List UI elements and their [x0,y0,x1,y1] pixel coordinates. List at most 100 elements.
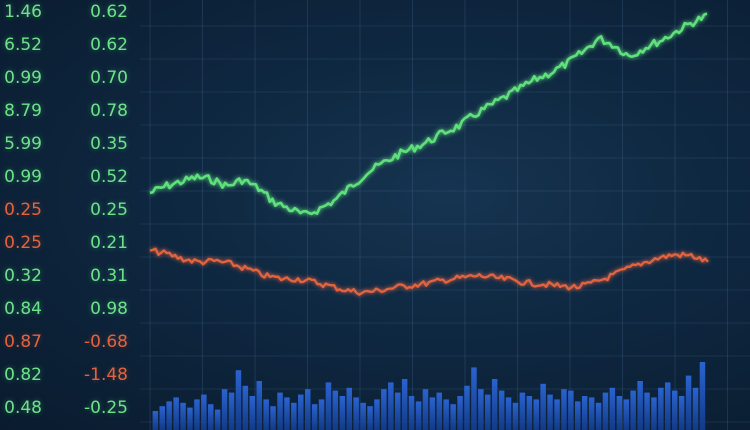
tick-label: 1.46 [4,2,42,22]
tick-label: 0.52 [90,167,128,187]
tick-label: 0.25 [4,200,42,220]
volume-bar [221,389,228,430]
volume-bar [395,392,401,430]
volume-bar [249,396,255,430]
volume-bar [692,387,699,430]
volume-bar [491,379,498,430]
volume-bar [498,390,505,430]
volume-bar [263,399,269,430]
volume-bar [505,397,512,430]
volume-bar [485,394,491,430]
volume-bar [471,367,477,430]
volume-bar [616,396,623,430]
volume-bar [554,399,560,430]
tick-label: 5.99 [4,134,42,154]
volume-bar [678,396,685,430]
tick-label: 8.79 [4,101,42,121]
volume-bar [436,392,442,430]
volume-bar [457,396,463,430]
volume-bar [180,402,186,430]
volume-bar [595,402,602,430]
tick-label: 0.84 [4,299,42,319]
tick-label: -1.48 [84,365,128,385]
volume-bar [623,399,629,430]
volume-bar [533,399,539,430]
volume-bar [152,411,159,430]
tick-label: 0.82 [4,365,42,385]
volume-bar [367,406,373,430]
volume-bar [609,387,616,430]
tick-label: 0.99 [4,167,42,187]
tick-label: 0.70 [90,68,128,88]
volume-bar [256,381,262,430]
volume-bar [540,383,546,430]
tick-column-outer: 1.46 6.52 0.99 8.79 5.99 0.99 0.25 0.25 0.32 0.84… [0,0,60,430]
volume-bar [630,390,636,430]
volume-bar [568,390,574,430]
volume-bar [547,394,553,430]
volume-bar [291,402,297,430]
series-lines [149,12,709,296]
volume-bar [422,389,429,430]
tick-label: 6.52 [4,35,42,55]
volume-bar [637,381,643,430]
volume-bar [194,399,200,430]
volume-bar [277,392,283,430]
volume-bar [173,397,179,430]
volume-bar [478,389,484,430]
volume-bar [651,397,657,430]
volume-bar [415,401,422,430]
volume-bar [519,392,526,430]
tick-label: -0.25 [84,398,128,418]
volume-bar [228,392,235,430]
volume-bar [339,396,346,430]
volume-bar [644,392,650,430]
volume-bar [187,407,193,430]
tick-label: 0.48 [4,398,42,418]
volume-bar [166,401,172,430]
volume-bar [672,390,678,430]
volume-bar [284,397,290,430]
tick-label: 0.25 [90,200,128,220]
volume-bar [242,385,249,430]
tick-label: 0.35 [90,134,128,154]
volume-bar [588,397,595,430]
volume-bar [353,397,359,430]
volume-bar [450,404,456,430]
volume-bar [159,406,165,430]
volume-bar [526,396,533,430]
tick-label: -0.68 [84,332,128,352]
volume-bar [665,382,671,430]
volume-bar [305,389,311,430]
tick-label: 0.78 [90,101,128,121]
tick-label: 0.87 [4,332,42,352]
volume-bar [325,382,332,430]
tick-column-inner: 0.62 0.62 0.70 0.78 0.35 0.52 0.25 0.21 0.31 0.98… [68,0,132,430]
volume-bar [602,392,609,430]
grid [140,0,750,430]
series-line-red [149,247,709,296]
volume-bar [429,397,436,430]
volume-bar [214,409,221,430]
volume-bar [208,404,214,430]
volume-bar [360,402,366,430]
volume-bar [388,382,394,430]
tick-label: 0.62 [90,2,128,22]
tick-label: 0.25 [4,233,42,253]
tick-label: 0.99 [4,68,42,88]
series-line-green [149,12,708,216]
volume-bar [561,389,567,430]
volume-bar [270,406,276,430]
volume-bar [512,402,519,430]
volume-bar [235,370,242,430]
volume-bar [201,394,207,430]
volume-bar [374,399,380,430]
tick-label: 0.31 [90,266,128,286]
volume-bar [401,379,408,430]
volume-bar [658,387,664,430]
volume-bar [408,396,415,430]
volume-bar [443,399,449,430]
volume-bar [298,394,304,430]
